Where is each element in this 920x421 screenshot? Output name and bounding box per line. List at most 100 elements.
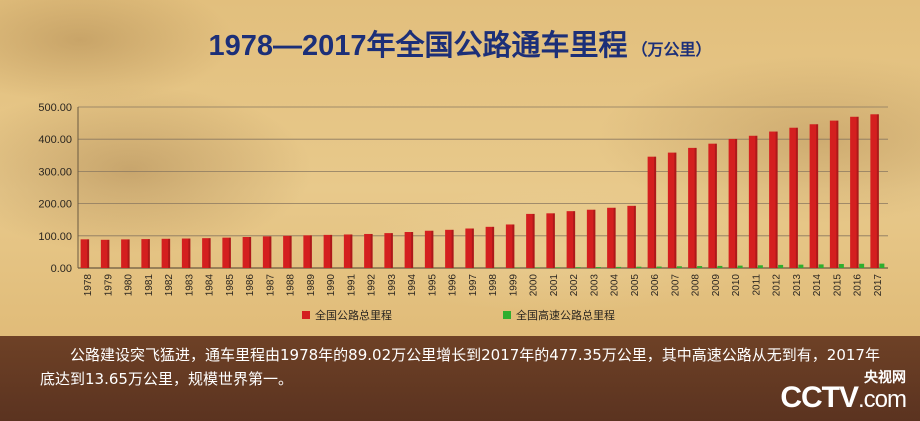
bar-shade-2013 [795, 127, 798, 268]
x-tick-label: 2009 [711, 274, 722, 297]
y-tick-label: 400.00 [38, 134, 72, 146]
x-tick-label: 2006 [650, 274, 661, 297]
y-tick-label: 0.00 [51, 263, 72, 275]
background-scenery [0, 0, 920, 330]
bar-shade-1984 [208, 238, 211, 268]
bar-total-1984 [202, 238, 211, 268]
x-tick-label: 2010 [731, 274, 742, 297]
bar-shade-2007 [674, 152, 677, 268]
bar-expressway-2003 [595, 267, 601, 268]
bar-total-1994 [404, 232, 414, 268]
x-tick-label: 1989 [306, 274, 317, 297]
x-tick-label: 1987 [265, 274, 276, 297]
bar-shade-1993 [390, 233, 393, 268]
x-tick-label: 1986 [245, 274, 256, 297]
x-tick-label: 2017 [873, 274, 884, 297]
bar-total-1987 [262, 236, 272, 268]
x-tick-label: 2004 [610, 274, 621, 297]
bar-shade-1991 [350, 234, 353, 268]
legend-label: 全国公路总里程 [315, 308, 392, 322]
bar-expressway-2013 [798, 264, 804, 268]
caption-text: 公路建设突飞猛进，通车里程由1978年的89.02万公里增长到2017年的477… [40, 346, 880, 388]
x-tick-label: 1982 [164, 274, 175, 297]
x-tick-label: 1985 [225, 274, 236, 297]
bar-shade-1998 [492, 226, 495, 268]
bar-expressway-2004 [616, 266, 622, 268]
bar-shade-2000 [532, 213, 535, 268]
bar-total-1980 [121, 239, 130, 268]
bar-total-1991 [343, 234, 353, 268]
legend-swatch [302, 311, 310, 319]
logo-en: CCTV.com [780, 381, 907, 415]
bar-total-2001 [546, 213, 555, 268]
bar-expressway-2006 [656, 266, 662, 268]
x-tick-label: 2011 [751, 274, 762, 296]
bar-shade-1982 [168, 238, 171, 268]
bar-total-1983 [181, 238, 191, 268]
x-tick-label: 2003 [589, 274, 600, 297]
x-tick-label: 2015 [832, 274, 843, 297]
bar-total-1978 [80, 239, 90, 268]
bar-total-1986 [242, 236, 252, 268]
bar-total-1995 [424, 230, 434, 268]
x-tick-label: 1991 [346, 274, 357, 297]
bar-total-2003 [586, 209, 596, 268]
bar-expressway-2016 [859, 263, 865, 268]
bar-total-2010 [728, 138, 738, 268]
bar-shade-2004 [613, 207, 616, 268]
bar-shade-2010 [735, 138, 738, 268]
bar-expressway-2002 [575, 267, 581, 268]
bar-total-1993 [384, 233, 393, 268]
bar-chart: 0.00 100.00 200.00 300.00 400.00 500.00 1978 19… [38, 102, 888, 322]
bar-expressway-2010 [737, 265, 743, 268]
bar-total-1990 [323, 234, 333, 268]
bar-total-2000 [526, 213, 535, 268]
x-tick-label: 1978 [83, 274, 94, 297]
bar-expressway-2012 [778, 264, 784, 268]
x-tick-label: 1998 [488, 274, 499, 297]
bar-shade-2002 [573, 211, 576, 268]
caption-panel [0, 336, 920, 421]
y-tick-label: 100.00 [38, 231, 72, 243]
bar-shade-1981 [147, 239, 150, 268]
bar-total-2017 [870, 114, 879, 268]
bar-total-2014 [809, 124, 819, 268]
logo-cn: 央视网 [864, 370, 906, 386]
y-tick-label: 300.00 [38, 166, 72, 178]
x-tick-label: 1994 [407, 274, 418, 297]
bar-total-2007 [667, 152, 677, 268]
bar-total-1996 [445, 229, 454, 268]
bar-expressway-2011 [757, 265, 763, 268]
bar-shade-2014 [816, 124, 819, 268]
x-tick-label: 2012 [772, 274, 783, 297]
bar-shade-1996 [451, 229, 454, 268]
x-tick-label: 1988 [286, 274, 297, 297]
bar-total-2015 [829, 120, 839, 269]
bar-shade-2001 [552, 213, 555, 268]
bar-shade-1989 [309, 235, 312, 268]
x-tick-label: 2002 [569, 274, 580, 297]
chart-title: 1978—2017年全国公路通车里程 （万公里） [0, 22, 920, 64]
x-tick-label: 2013 [792, 274, 803, 297]
bar-shade-1999 [512, 224, 515, 268]
x-tick-label: 2016 [853, 274, 864, 297]
bar-shade-2006 [654, 156, 657, 268]
y-tick-label: 200.00 [38, 199, 72, 211]
bar-total-2009 [708, 143, 717, 268]
bar-shade-1983 [188, 238, 191, 268]
bar-total-2016 [850, 116, 859, 268]
bar-shade-1978 [87, 239, 90, 268]
x-tick-label: 1979 [103, 274, 114, 297]
bar-shade-2008 [694, 147, 697, 268]
bar-expressway-2008 [697, 266, 703, 268]
bar-total-1999 [505, 224, 515, 268]
bar-shade-2012 [775, 131, 778, 268]
bar-expressway-2009 [717, 265, 723, 268]
x-tick-label: 2001 [549, 274, 560, 297]
bar-shade-2015 [836, 120, 839, 269]
bar-total-2005 [627, 205, 636, 268]
bar-shade-1997 [471, 228, 474, 268]
bar-total-2002 [566, 211, 576, 268]
bar-total-2011 [748, 135, 758, 268]
x-tick-label: 1984 [205, 274, 216, 297]
